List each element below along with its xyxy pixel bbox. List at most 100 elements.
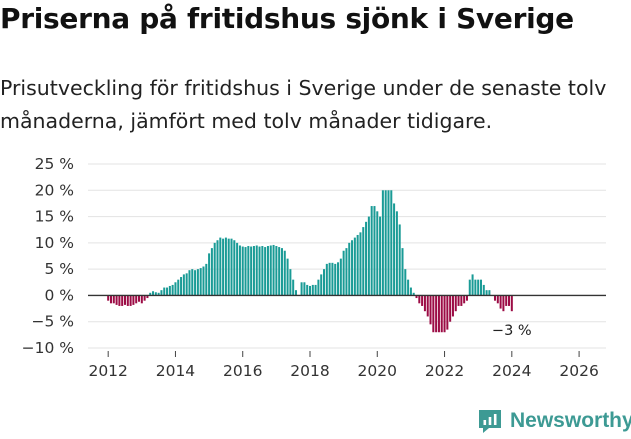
bar bbox=[477, 279, 480, 296]
bar bbox=[208, 253, 211, 296]
bar bbox=[219, 237, 222, 296]
bar bbox=[317, 279, 320, 296]
bar bbox=[213, 242, 216, 296]
bar bbox=[479, 279, 482, 296]
bar bbox=[325, 263, 328, 296]
bar bbox=[286, 258, 289, 296]
bar bbox=[485, 290, 488, 296]
bar bbox=[194, 270, 197, 296]
y-tick-label: −5 % bbox=[31, 313, 74, 331]
bar bbox=[482, 284, 485, 296]
bar bbox=[132, 295, 135, 305]
bar bbox=[367, 216, 370, 296]
y-tick-label: 15 % bbox=[35, 208, 74, 226]
bar bbox=[421, 295, 424, 306]
bar bbox=[247, 246, 250, 296]
bar bbox=[331, 262, 334, 296]
bar bbox=[129, 295, 132, 306]
bar bbox=[138, 295, 141, 302]
bar bbox=[370, 206, 373, 296]
bar bbox=[493, 295, 497, 301]
y-tick-labels: 25 % 20 % 15 % 10 % 5 % 0 % −5 % −10 % bbox=[22, 155, 74, 357]
bar bbox=[323, 269, 326, 296]
bar bbox=[241, 246, 244, 296]
bar bbox=[121, 295, 124, 306]
bar bbox=[471, 274, 474, 296]
bar bbox=[252, 246, 255, 296]
bar bbox=[308, 285, 312, 296]
bar bbox=[381, 190, 384, 296]
y-tick-label: −10 % bbox=[22, 339, 74, 357]
bar bbox=[107, 295, 110, 301]
x-tick-label: 2014 bbox=[156, 362, 195, 380]
annotations: −3 % bbox=[492, 323, 532, 339]
bar bbox=[205, 263, 208, 296]
price-change-chart: 25 % 20 % 15 % 10 % 5 % 0 % −5 % −10 % 2012 2014… bbox=[22, 155, 606, 380]
bar bbox=[488, 290, 491, 296]
bar bbox=[143, 295, 146, 301]
bar bbox=[135, 295, 138, 304]
bar bbox=[334, 263, 337, 296]
bar bbox=[409, 287, 412, 296]
bar bbox=[499, 295, 502, 309]
bar bbox=[365, 221, 368, 296]
bar bbox=[283, 250, 286, 296]
bar bbox=[258, 246, 261, 296]
bar bbox=[292, 279, 295, 296]
bar bbox=[112, 295, 115, 304]
bar bbox=[465, 295, 468, 301]
bar bbox=[255, 245, 258, 296]
newsworthy-logo-icon bbox=[479, 410, 501, 433]
bar bbox=[460, 295, 463, 306]
bar bbox=[261, 246, 264, 296]
bar bbox=[233, 240, 236, 296]
bar bbox=[429, 295, 432, 325]
bar bbox=[191, 269, 194, 296]
bar bbox=[244, 247, 247, 296]
bar bbox=[468, 279, 471, 296]
bar bbox=[118, 295, 121, 306]
bar bbox=[278, 247, 281, 296]
bar bbox=[376, 211, 379, 296]
bar bbox=[404, 269, 407, 296]
bar bbox=[496, 295, 499, 304]
y-tick-label: 0 % bbox=[44, 286, 74, 304]
bar bbox=[415, 295, 418, 299]
bars bbox=[107, 190, 513, 333]
bar bbox=[446, 295, 449, 330]
bar bbox=[303, 282, 306, 296]
bar bbox=[339, 258, 342, 296]
bar bbox=[328, 262, 331, 296]
bar bbox=[123, 295, 127, 305]
bar bbox=[474, 279, 477, 296]
bar bbox=[210, 248, 213, 296]
bar bbox=[393, 203, 396, 296]
bar bbox=[356, 234, 359, 296]
x-tick-label: 2026 bbox=[559, 362, 598, 380]
bar bbox=[451, 295, 454, 317]
y-tick-label: 25 % bbox=[35, 155, 74, 173]
x-tick-label: 2024 bbox=[492, 362, 531, 380]
bar bbox=[373, 206, 376, 296]
bar bbox=[426, 295, 429, 317]
bar bbox=[463, 295, 466, 304]
bar bbox=[275, 246, 278, 296]
page-subtitle: Prisutveckling för fritidshus i Sverige … bbox=[0, 76, 607, 133]
bar bbox=[115, 295, 118, 305]
bar bbox=[412, 292, 415, 296]
bar bbox=[387, 190, 390, 296]
bar bbox=[294, 290, 297, 296]
bar bbox=[109, 295, 112, 304]
bar bbox=[227, 238, 230, 296]
bar bbox=[398, 224, 401, 296]
bar bbox=[351, 240, 354, 296]
bar bbox=[196, 269, 199, 296]
bar bbox=[440, 295, 443, 333]
bar bbox=[423, 295, 426, 312]
bar bbox=[188, 270, 191, 296]
bar bbox=[230, 238, 233, 296]
bar bbox=[289, 269, 292, 296]
bar bbox=[272, 244, 275, 296]
y-tick-label: 5 % bbox=[44, 260, 74, 278]
bar bbox=[443, 295, 446, 333]
